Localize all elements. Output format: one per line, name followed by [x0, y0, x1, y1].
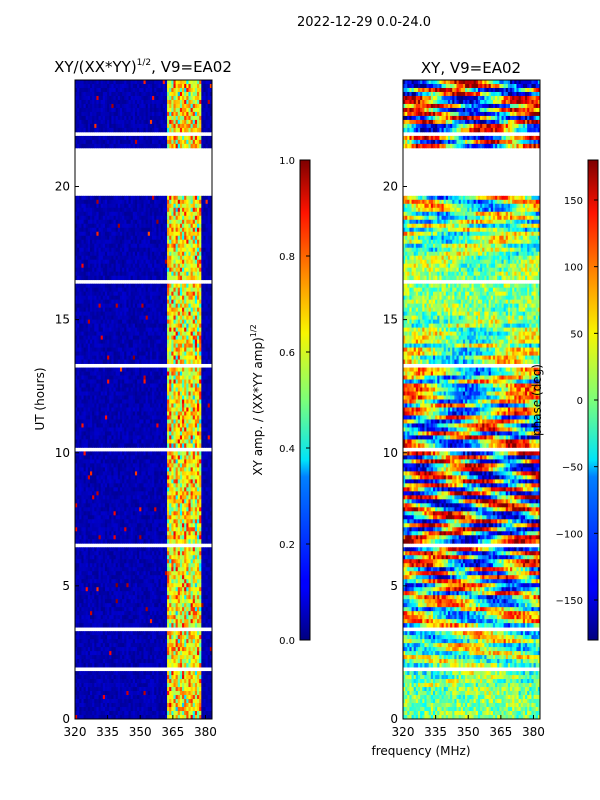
left-colorbar: 0.0 0.2 0.4 0.6 0.8 1.0 XY amp. / (XX*YY amp)…	[249, 156, 311, 647]
left-colorbar-bar	[299, 159, 311, 641]
left-title-suffix: , V9=EA02	[151, 58, 232, 76]
xtick-label: 335	[424, 725, 447, 739]
left-panel-title: XY/(XX*YY)1/2, V9=EA02	[54, 58, 232, 76]
right-colorbar-label: phase (deg)	[530, 364, 544, 436]
colorbar-tick-label: 1.0	[279, 156, 295, 167]
left-plot-frame	[74, 79, 213, 720]
colorbar-tick-label: 0.4	[279, 444, 295, 455]
xtick-label: 320	[392, 725, 415, 739]
left-title-exponent: 1/2	[137, 58, 151, 68]
ytick-label: 0	[62, 712, 70, 726]
colorbar-tick-label: 0.8	[279, 252, 295, 263]
left-title-main: XY/(XX*YY)	[54, 58, 137, 76]
colorbar-tick-label: 0	[577, 396, 583, 407]
ytick-label: 10	[383, 446, 398, 460]
colorbar-tick-label: −100	[556, 529, 583, 540]
right-colorbar: −150 −100 −50 0 50 100 150 phase (deg)	[530, 159, 599, 641]
colorbar-tick-label: 100	[564, 263, 583, 274]
right-axis-ticks: 320 335 350 365 380 0 5 10 15 20	[383, 180, 545, 740]
left-colorbar-label: XY amp. / (XX*YY amp)1/2	[249, 324, 265, 475]
left-axis-ticks: 320 335 350 365 380 0 5 10 15 20	[55, 180, 217, 740]
right-panel-title: XY, V9=EA02	[421, 59, 521, 77]
left-colorbar-label-exponent: 1/2	[249, 324, 258, 337]
ytick-label: 20	[383, 180, 398, 194]
xtick-label: 320	[64, 725, 87, 739]
ytick-label: 10	[55, 446, 70, 460]
colorbar-tick-label: 150	[564, 196, 583, 207]
colorbar-tick-label: 0.6	[279, 348, 295, 359]
ytick-label: 20	[55, 180, 70, 194]
colorbar-tick-label: 0.2	[279, 540, 295, 551]
left-heatmap	[75, 80, 212, 719]
colorbar-tick-label: −150	[556, 596, 583, 607]
xtick-label: 350	[457, 725, 480, 739]
right-heatmap	[403, 80, 540, 719]
colorbar-tick-label: −50	[562, 463, 583, 474]
ytick-label: 15	[383, 313, 398, 327]
xtick-label: 365	[489, 725, 512, 739]
left-colorbar-ticks: 0.0 0.2 0.4 0.6 0.8 1.0	[279, 156, 310, 647]
left-panel: XY/(XX*YY)1/2, V9=EA02 320 335 350 365 380 0 5…	[33, 58, 232, 739]
right-colorbar-ticks: −150 −100 −50 0 50 100 150	[556, 196, 598, 607]
ytick-label: 15	[55, 313, 70, 327]
ytick-label: 0	[390, 712, 398, 726]
xtick-label: 380	[522, 725, 545, 739]
xtick-label: 365	[161, 725, 184, 739]
colorbar-tick-label: 0.0	[279, 636, 295, 647]
right-plot-frame	[402, 79, 541, 720]
left-colorbar-label-main: XY amp. / (XX*YY amp)	[251, 337, 265, 475]
shared-xlabel: frequency (MHz)	[371, 744, 470, 758]
left-ylabel: UT (hours)	[33, 367, 47, 430]
figure-suptitle: 2022-12-29 0.0-24.0	[297, 15, 431, 30]
right-panel: XY, V9=EA02 320 335 350 365 380 0 5 10 15 20	[383, 59, 545, 739]
ytick-label: 5	[62, 579, 70, 593]
xtick-label: 335	[96, 725, 119, 739]
colorbar-tick-label: 50	[570, 329, 583, 340]
xtick-label: 380	[194, 725, 217, 739]
xtick-label: 350	[129, 725, 152, 739]
ytick-label: 5	[390, 579, 398, 593]
